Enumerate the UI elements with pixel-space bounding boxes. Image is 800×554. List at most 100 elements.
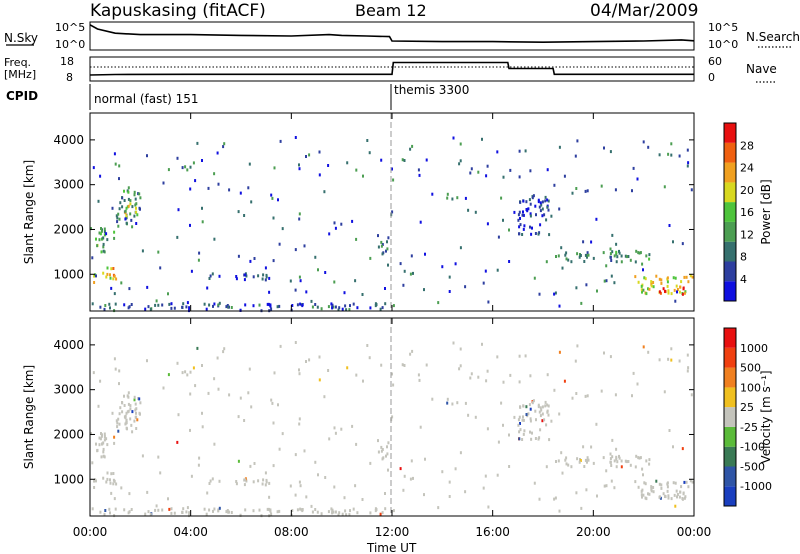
- colorbar-segment: [724, 486, 736, 507]
- power-cell: [104, 304, 107, 307]
- velocity-cell: [411, 349, 414, 353]
- colorbar-segment: [724, 261, 736, 282]
- power-cell: [157, 250, 160, 254]
- power-cell: [147, 305, 150, 309]
- power-cell: [226, 304, 229, 307]
- power-cell: [496, 268, 499, 272]
- power-cell: [99, 232, 102, 236]
- power-cell: [532, 194, 535, 198]
- power-cell: [683, 275, 686, 279]
- velocity-cell: [278, 447, 281, 451]
- power-cell: [125, 206, 128, 210]
- power-cell: [575, 187, 578, 190]
- freq-label-line2: [MHz]: [4, 68, 36, 81]
- power-cell: [135, 206, 137, 210]
- velocity-cell: [670, 497, 673, 501]
- velocity-cell: [112, 472, 115, 475]
- power-cell: [368, 151, 371, 155]
- velocity-cell: [369, 511, 372, 515]
- power-cell: [658, 153, 661, 157]
- power-cell: [212, 304, 214, 308]
- power-cell: [518, 175, 521, 179]
- power-cell: [557, 254, 560, 258]
- velocity-cell: [349, 509, 351, 513]
- power-cell: [425, 158, 428, 162]
- colorbar-tick-label: 20: [740, 184, 754, 197]
- power-cell: [188, 306, 191, 310]
- power-cell: [666, 284, 669, 288]
- velocity-cell: [127, 409, 130, 413]
- velocity-cell: [146, 490, 149, 494]
- power-cell: [474, 210, 477, 214]
- power-cell: [230, 306, 233, 309]
- velocity-cell: [497, 440, 500, 444]
- power-cell: [647, 287, 649, 291]
- power-cell: [641, 262, 644, 266]
- range-tick-label: 4000: [53, 133, 84, 147]
- power-cell: [161, 303, 164, 307]
- power-cell: [117, 224, 120, 228]
- power-cell: [500, 196, 503, 200]
- velocity-cell: [97, 404, 100, 408]
- velocity-cell: [294, 341, 297, 344]
- velocity-cell: [419, 425, 422, 429]
- velocity-cell: [486, 369, 489, 373]
- power-cell: [102, 242, 105, 246]
- velocity-cell: [205, 512, 208, 516]
- power-cell: [419, 220, 422, 224]
- power-cell: [574, 154, 577, 158]
- velocity-cell: [128, 510, 131, 514]
- power-cell: [548, 233, 551, 237]
- power-cell: [648, 253, 651, 257]
- colorbar-frame: [723, 327, 737, 507]
- velocity-cell: [645, 459, 648, 463]
- velocity-cell: [603, 351, 605, 355]
- velocity-cell: [441, 470, 444, 474]
- power-cell: [642, 288, 645, 292]
- power-cell: [265, 273, 268, 277]
- power-cell: [118, 177, 120, 181]
- power-cell: [113, 292, 116, 296]
- velocity-cell: [392, 509, 395, 513]
- power-cell: [678, 290, 681, 294]
- velocity-cell: [558, 509, 561, 513]
- velocity-cell: [243, 419, 246, 422]
- power-cell: [227, 305, 230, 309]
- velocity-cell: [663, 390, 666, 394]
- velocity-cell: [650, 485, 653, 489]
- power-cell: [100, 229, 103, 233]
- velocity-cell: [541, 412, 544, 416]
- power-cell: [194, 179, 197, 183]
- velocity-cell: [192, 366, 195, 370]
- power-cell: [331, 306, 334, 310]
- freq-tick-top: 18: [60, 55, 74, 68]
- power-cell: [529, 212, 532, 216]
- power-cell: [317, 268, 319, 272]
- velocity-cell: [486, 427, 489, 431]
- velocity-cell: [317, 473, 319, 477]
- velocity-cell: [470, 372, 473, 376]
- power-cell: [170, 306, 173, 310]
- power-cell: [327, 305, 330, 309]
- velocity-cell: [92, 371, 95, 375]
- colorbar-tick-label: 8: [740, 251, 747, 264]
- velocity-cell: [109, 511, 111, 515]
- power-cell: [459, 142, 462, 146]
- velocity-cell: [308, 358, 311, 362]
- power-cell: [560, 246, 563, 250]
- velocity-cell: [539, 406, 542, 410]
- velocity-cell: [647, 350, 650, 354]
- noise-right-label: N.Search: [746, 30, 800, 44]
- power-cell: [106, 272, 109, 276]
- velocity-cell: [508, 465, 511, 468]
- power-cell: [660, 278, 663, 282]
- velocity-cell: [222, 350, 225, 354]
- velocity-cell: [674, 504, 677, 508]
- power-cell: [162, 181, 165, 185]
- velocity-cell: [652, 486, 655, 489]
- power-cell: [620, 260, 623, 264]
- velocity-cell: [538, 497, 541, 501]
- freq-panel-frame: [89, 56, 695, 82]
- power-cell: [409, 272, 412, 276]
- power-cell: [614, 188, 617, 192]
